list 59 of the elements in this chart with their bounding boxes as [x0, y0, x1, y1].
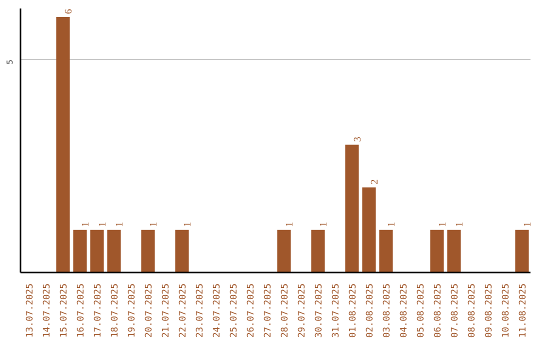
x-tick-label: 18.07.2025 — [110, 283, 120, 338]
y-tick-label: 5 — [6, 59, 14, 64]
x-tick-label: 29.07.2025 — [298, 283, 308, 338]
x-tick-label: 28.07.2025 — [280, 283, 290, 338]
data-label: 1 — [80, 222, 92, 227]
x-tick-label: 09.08.2025 — [484, 283, 494, 338]
bar — [90, 230, 104, 272]
data-label: 6 — [64, 9, 74, 14]
x-tick-label: 01.08.2025 — [348, 283, 358, 338]
x-tick-label: 31.07.2025 — [332, 283, 342, 338]
data-label: 1 — [114, 222, 126, 227]
x-tick-label: 16.07.2025 — [76, 283, 86, 338]
x-tick-label: 19.07.2025 — [128, 283, 138, 338]
x-tick-label: 15.07.2025 — [60, 283, 70, 338]
data-label: 1 — [438, 222, 448, 227]
bar — [345, 144, 359, 272]
x-tick-label: 22.07.2025 — [178, 283, 188, 338]
x-tick-label: 11.08.2025 — [518, 283, 528, 338]
x-tick-label: 07.08.2025 — [450, 283, 460, 338]
bar — [447, 230, 461, 272]
x-tick-label: 05.08.2025 — [416, 283, 426, 338]
x-tick-label: 25.07.2025 — [230, 283, 240, 338]
x-tick-label: 03.08.2025 — [382, 283, 392, 338]
x-tick-label: 30.07.2025 — [314, 283, 324, 338]
data-label: 1 — [98, 222, 108, 227]
x-tick-label: 27.07.2025 — [264, 283, 274, 338]
x-tick-label: 20.07.2025 — [144, 283, 154, 338]
x-tick-label: 13.07.2025 — [26, 283, 36, 338]
x-tick-label: 14.07.2025 — [42, 283, 52, 338]
bar — [277, 230, 291, 272]
bar — [430, 230, 444, 272]
data-label: 1 — [318, 222, 330, 227]
bar — [379, 230, 393, 272]
data-label: 2 — [370, 179, 380, 184]
x-tick-label: 02.08.2025 — [366, 283, 376, 338]
bar — [73, 230, 87, 272]
x-tick-label: 21.07.2025 — [162, 283, 172, 338]
data-label: 1 — [522, 222, 534, 227]
x-tick-label: 06.08.2025 — [434, 283, 444, 338]
bar — [56, 17, 70, 272]
data-label: 1 — [386, 222, 398, 227]
bar — [515, 230, 529, 272]
bar — [175, 230, 189, 272]
x-tick-label: 24.07.2025 — [212, 283, 222, 338]
x-tick-label: 08.08.2025 — [468, 283, 478, 338]
bar — [141, 230, 155, 272]
data-label: 1 — [148, 222, 160, 227]
data-label: 3 — [352, 136, 364, 142]
x-tick-label: 17.07.2025 — [94, 283, 104, 338]
data-label: 1 — [454, 222, 466, 227]
x-tick-label: 04.08.2025 — [400, 283, 410, 338]
bar — [107, 230, 121, 272]
x-tick-label: 23.07.2025 — [196, 283, 206, 338]
x-tick-label: 26.07.2025 — [246, 283, 256, 338]
bar — [362, 187, 376, 272]
x-tick-label: 10.08.2025 — [502, 283, 512, 338]
data-label: 1 — [182, 222, 194, 227]
data-label: 1 — [284, 222, 296, 227]
bar — [311, 230, 325, 272]
